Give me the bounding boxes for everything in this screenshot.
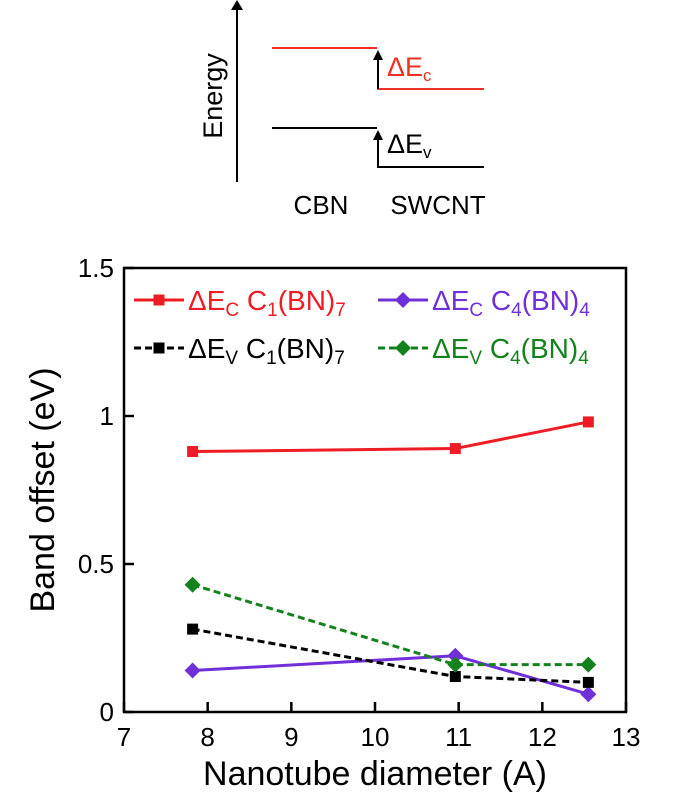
legend-label-part: V xyxy=(225,348,238,369)
legend-label: ΔEV C1(BN)7 xyxy=(188,333,345,369)
y-tick-label: 1.5 xyxy=(78,253,114,283)
series-points xyxy=(184,416,597,703)
data-point-series-4 xyxy=(580,656,597,673)
series-line-1 xyxy=(192,420,589,454)
conduction-arrowhead xyxy=(373,50,383,60)
data-point-series-3 xyxy=(187,623,199,635)
band-schematic: Energy ΔEc ΔEv CBN SWCNT xyxy=(198,0,486,220)
x-tick-label: 8 xyxy=(200,722,214,752)
legend-label-part: (BN) xyxy=(277,333,335,364)
delta-ec-label: ΔEc xyxy=(387,52,432,85)
x-axis-ticks: 7 8 9 10 11 12 13 xyxy=(117,702,641,752)
valence-arrowhead xyxy=(373,130,383,140)
data-point-series-4 xyxy=(447,656,464,673)
data-point-series-2 xyxy=(184,662,201,679)
data-point-series-2 xyxy=(447,647,464,664)
x-tick-label: 13 xyxy=(612,722,641,752)
legend-entry-2: ΔEC C4(BN)4 xyxy=(378,285,590,321)
x-axis-title: Nanotube diameter (A) xyxy=(203,755,547,793)
legend-entry-1: ΔEC C1(BN)7 xyxy=(134,285,346,321)
x-tick-label: 12 xyxy=(528,722,557,752)
legend-entry-3: ΔEV C1(BN)7 xyxy=(134,333,345,369)
x-tick-label: 11 xyxy=(445,722,472,752)
legend-label-part: 7 xyxy=(334,348,345,369)
legend-label-part: 7 xyxy=(335,300,346,321)
energy-axis-label: Energy xyxy=(198,53,228,139)
data-point-series-4 xyxy=(184,576,201,593)
legend-label-part: 4 xyxy=(578,348,589,369)
y-tick-label: 0 xyxy=(100,697,114,727)
data-point-series-3 xyxy=(582,676,594,688)
legend-label: ΔEC C4(BN)4 xyxy=(432,285,590,321)
legend-label-part: ΔE xyxy=(432,333,469,364)
legend-label-part: C xyxy=(469,300,483,321)
legend-label-part: (BN) xyxy=(278,285,336,316)
legend-label-part: ΔE xyxy=(432,285,469,316)
y-axis-ticks: 0 0.5 1 1.5 xyxy=(78,253,134,727)
swcnt-label: SWCNT xyxy=(390,190,485,220)
legend-label: ΔEV C4(BN)4 xyxy=(432,333,589,369)
legend-label-part: ΔE xyxy=(188,333,225,364)
legend-label-part: 4 xyxy=(511,300,522,321)
legend-label-part: C xyxy=(482,333,510,364)
legend-swatch-marker xyxy=(153,294,165,306)
x-tick-label: 10 xyxy=(361,722,390,752)
cbn-label: CBN xyxy=(294,190,349,220)
legend-label-part: V xyxy=(469,348,482,369)
data-point-series-3 xyxy=(449,670,461,682)
series-line-4 xyxy=(192,583,589,667)
legend-label-part: C xyxy=(483,285,511,316)
data-point-series-1 xyxy=(582,416,594,428)
series-line-3 xyxy=(192,627,589,684)
data-point-series-1 xyxy=(187,446,199,458)
series-line-2 xyxy=(192,654,589,696)
series-lines xyxy=(192,420,589,696)
legend-label-part: C xyxy=(239,285,267,316)
energy-axis-arrowhead xyxy=(231,0,243,10)
legend-label-part: C xyxy=(238,333,266,364)
delta-ev-label: ΔEv xyxy=(387,129,432,162)
y-axis-title: Band offset (eV) xyxy=(24,367,62,612)
legend-swatch-marker xyxy=(395,292,411,308)
legend-label-part: (BN) xyxy=(521,333,579,364)
x-tick-label: 9 xyxy=(284,722,298,752)
data-point-series-2 xyxy=(580,686,597,703)
legend-label-part: 4 xyxy=(579,300,590,321)
x-tick-label: 7 xyxy=(117,722,131,752)
band-offset-chart: 00.511.5 7 8 9 10 11 12 13 ΔEC C1(BN)7 ΔEC C4(B… xyxy=(24,253,640,793)
legend-label-part: C xyxy=(225,300,239,321)
legend-swatch-marker xyxy=(153,342,165,354)
legend-entry-4: ΔEV C4(BN)4 xyxy=(378,333,589,369)
legend-swatch-marker xyxy=(395,340,411,356)
data-point-series-1 xyxy=(449,443,461,455)
y-tick-label: 1 xyxy=(100,401,114,431)
y-tick-label: 0.5 xyxy=(78,549,114,579)
legend-label-part: 1 xyxy=(266,348,277,369)
legend-label-part: 4 xyxy=(510,348,521,369)
legend-label-part: ΔE xyxy=(188,285,225,316)
legend-label-part: 1 xyxy=(267,300,278,321)
legend-label: ΔEC C1(BN)7 xyxy=(188,285,346,321)
legend-label-part: (BN) xyxy=(522,285,580,316)
